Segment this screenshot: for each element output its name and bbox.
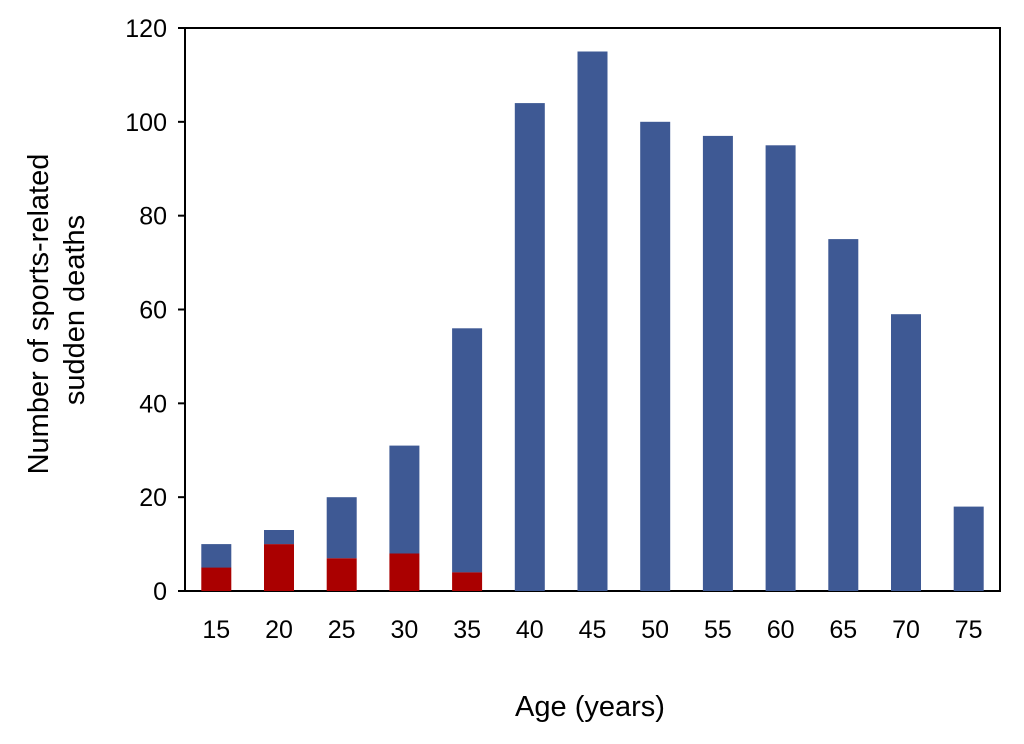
y-tick-label-0: 0 [153, 578, 167, 606]
bar-70-series-2 [891, 314, 921, 591]
bar-15-series-1 [201, 567, 232, 591]
x-axis: 15 20 25 30 35 40 45 50 55 60 65 70 75 [202, 616, 982, 644]
y-tick-label-100: 100 [125, 109, 167, 137]
x-tick-label-65: 65 [829, 616, 857, 644]
x-tick-label-55: 55 [704, 616, 732, 644]
bar-35-series-1 [452, 572, 483, 591]
y-axis: 0 20 40 60 80 100 120 [125, 15, 185, 606]
x-tick-label-30: 30 [390, 616, 418, 644]
x-tick-label-50: 50 [641, 616, 669, 644]
bar-75-series-2 [953, 506, 984, 591]
y-tick-label-120: 120 [125, 15, 167, 43]
x-tick-label-25: 25 [328, 616, 356, 644]
bar-40-series-2 [514, 103, 545, 591]
y-tick-label-80: 80 [139, 203, 167, 231]
bar-20-series-2 [264, 530, 294, 545]
bar-45-series-2 [577, 51, 608, 591]
bar-60-series-2 [765, 145, 796, 592]
y-tick-label-20: 20 [139, 484, 167, 512]
x-tick-label-15: 15 [202, 616, 230, 644]
x-axis-title: Age (years) [515, 691, 665, 723]
bar-30-series-1 [389, 553, 420, 591]
x-tick-label-40: 40 [516, 616, 544, 644]
bar-35-series-2 [452, 328, 483, 573]
bar-55-series-2 [702, 135, 733, 591]
y-axis-title-line-1: Number of sports-related [23, 154, 55, 475]
bar-50-series-2 [640, 121, 671, 592]
bar-25-series-2 [326, 497, 357, 559]
x-tick-label-75: 75 [955, 616, 983, 644]
x-tick-label-20: 20 [265, 616, 293, 644]
x-tick-label-45: 45 [579, 616, 607, 644]
bar-30-series-2 [389, 445, 420, 554]
bar-15-series-2 [201, 544, 232, 568]
x-tick-label-35: 35 [453, 616, 481, 644]
bar-25-series-1 [326, 558, 357, 591]
y-axis-title-line-2: sudden deaths [59, 215, 91, 405]
x-tick-label-70: 70 [892, 616, 920, 644]
bars-group [201, 51, 984, 592]
y-tick-label-40: 40 [139, 390, 167, 418]
y-tick-label-60: 60 [139, 297, 167, 325]
y-axis-title: Number of sports-related sudden deaths [23, 146, 91, 475]
x-tick-label-60: 60 [767, 616, 795, 644]
bar-65-series-2 [828, 239, 859, 591]
bar-20-series-1 [264, 544, 294, 591]
